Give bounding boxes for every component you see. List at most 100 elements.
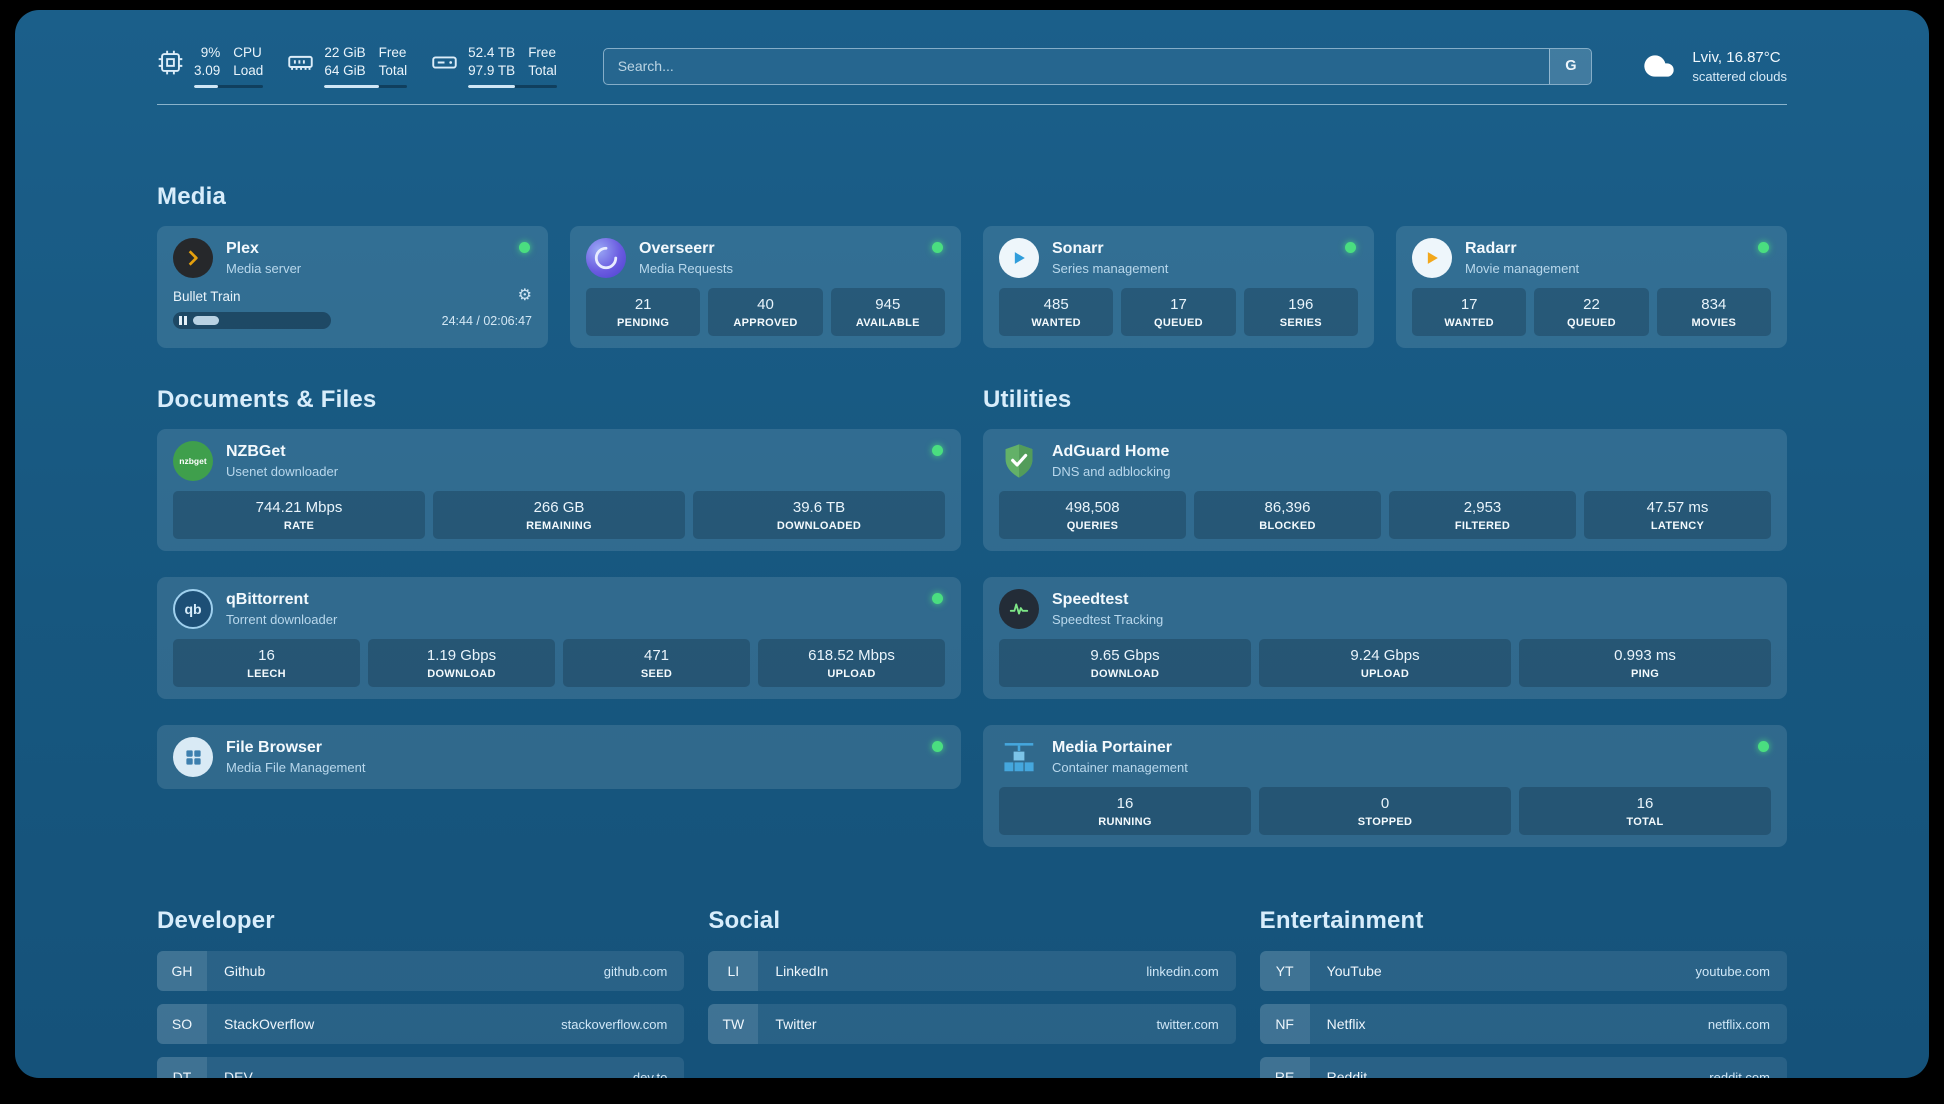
service-subtitle: Media Requests	[639, 261, 733, 277]
adguard-shield-icon	[999, 441, 1039, 481]
memory-total-value: 64 GiB	[324, 63, 366, 79]
adguard-title-block: AdGuard Home DNS and adblocking	[1052, 443, 1171, 479]
stat-label: TOTAL	[1626, 816, 1664, 829]
service-name: Sonarr	[1052, 240, 1104, 258]
bookmark-group-entertainment: Entertainment YT YouTube youtube.com NF …	[1259, 907, 1787, 1078]
bookmark-name: YouTube	[1326, 963, 1382, 980]
overseerr-card-header: Overseerr Media Requests	[586, 238, 945, 279]
service-subtitle: Series management	[1052, 261, 1169, 277]
nzbget-card-header: nzbget NZBGet Usenet downloader	[173, 441, 945, 482]
radarr-icon	[1412, 238, 1452, 279]
stat-value: 485	[1043, 296, 1069, 314]
stat-label: QUEUED	[1154, 317, 1203, 330]
status-online-dot	[932, 445, 943, 457]
filebrowser-icon	[173, 737, 213, 778]
stat-label: STOPPED	[1357, 816, 1413, 829]
bookmark-domain: twitter.com	[1156, 1016, 1219, 1032]
portainer-crane-icon	[999, 737, 1039, 777]
stat-value: 86,396	[1264, 499, 1311, 517]
cpu-load-label: Load	[233, 63, 264, 79]
stat-value: 22	[1583, 296, 1600, 314]
service-card-plex[interactable]: Plex Media server Bullet Train ⚙	[157, 226, 548, 349]
bookmark-name: Reddit	[1326, 1069, 1368, 1078]
stat-value: 16	[1116, 795, 1134, 813]
portainer-title-block: Media Portainer Container management	[1052, 739, 1188, 775]
topbar: 9% 3.09 CPU Load	[157, 44, 1787, 89]
memory-values: 22 GiB 64 GiB	[324, 44, 365, 80]
bookmark-domain: reddit.com	[1709, 1069, 1770, 1078]
bookmark-github[interactable]: GH Github github.com	[157, 951, 685, 992]
service-card-adguard[interactable]: AdGuard Home DNS and adblocking 498,508 Q…	[983, 429, 1787, 552]
bookmark-domain: dev.to	[632, 1069, 668, 1078]
stat-value: 834	[1701, 296, 1727, 314]
service-name: Plex	[226, 240, 259, 258]
status-online-dot	[1758, 741, 1769, 753]
section-utilities: Utilities AdGuard Home DNS and adblockin…	[983, 386, 1787, 848]
stat-tile: 618.52 Mbps UPLOAD	[758, 639, 945, 688]
stat-label: UPLOAD	[1360, 668, 1410, 681]
bookmark-stackoverflow[interactable]: SO StackOverflow stackoverflow.com	[157, 1004, 685, 1045]
disk-labels: Free Total	[528, 44, 557, 80]
stat-value: 16	[258, 647, 275, 665]
plex-now-playing-widget: Bullet Train ⚙ 24:44 / 02:06:47	[173, 287, 532, 330]
service-card-radarr[interactable]: Radarr Movie management 17 WANTED 22 QUEUE…	[1396, 226, 1787, 349]
qbittorrent-icon-label: qb	[184, 601, 202, 618]
search-input[interactable]	[603, 48, 1550, 84]
qbittorrent-stats: 16 LEECH 1.19 Gbps DOWNLOAD 471 SEED 618.52…	[173, 639, 945, 688]
stat-label: RUNNING	[1098, 816, 1152, 829]
service-card-speedtest[interactable]: Speedtest Speedtest Tracking 9.65 Gbps DO…	[983, 577, 1787, 700]
stat-label: PENDING	[617, 317, 670, 330]
service-card-sonarr[interactable]: Sonarr Series management 485 WANTED 17 QUE…	[983, 226, 1374, 349]
service-card-filebrowser[interactable]: File Browser Media File Management	[157, 725, 961, 790]
stat-tile: 21 PENDING	[586, 288, 701, 337]
bookmark-netflix[interactable]: NF Netflix netflix.com	[1259, 1004, 1787, 1045]
filebrowser-title-block: File Browser Media File Management	[226, 739, 365, 775]
ram-icon	[288, 55, 314, 70]
pause-icon[interactable]	[179, 316, 187, 326]
nzbget-icon-label: nzbget	[179, 456, 207, 467]
service-card-nzbget[interactable]: nzbget NZBGet Usenet downloader 744.21 M…	[157, 429, 961, 552]
stat-label: SEED	[640, 668, 673, 681]
stat-tile: 9.24 Gbps UPLOAD	[1259, 639, 1511, 688]
service-subtitle: Container management	[1052, 760, 1188, 776]
section-title-entertainment: Entertainment	[1259, 907, 1424, 935]
gear-icon[interactable]: ⚙	[517, 287, 532, 305]
stat-tile: 945 AVAILABLE	[830, 288, 945, 337]
stat-value: 21	[634, 296, 652, 314]
stat-label: FILTERED	[1454, 520, 1511, 533]
stat-label: LEECH	[247, 668, 286, 681]
portainer-stats: 16 RUNNING 0 STOPPED 16 TOTAL	[999, 787, 1771, 836]
bookmark-linkedin[interactable]: LI LinkedIn linkedin.com	[708, 951, 1236, 992]
stat-label: LATENCY	[1650, 520, 1705, 533]
bookmark-abbr: RE	[1259, 1057, 1310, 1078]
stat-tile: 498,508 QUERIES	[999, 491, 1186, 540]
qbittorrent-title-block: qBittorrent Torrent downloader	[226, 591, 337, 627]
bookmark-dev[interactable]: DT DEV dev.to	[157, 1057, 685, 1078]
section-title-documents: Documents & Files	[157, 386, 377, 414]
bookmark-youtube[interactable]: YT YouTube youtube.com	[1259, 951, 1787, 992]
stat-value: 618.52 Mbps	[808, 647, 895, 665]
section-title-developer: Developer	[157, 907, 275, 935]
service-card-qbittorrent[interactable]: qb qBittorrent Torrent downloader 16 LEEC…	[157, 577, 961, 700]
adguard-stats: 498,508 QUERIES 86,396 BLOCKED 2,953 FILTER…	[999, 491, 1771, 540]
bookmark-abbr: LI	[708, 951, 759, 992]
service-name: Radarr	[1465, 240, 1517, 258]
service-subtitle: Media File Management	[226, 760, 366, 776]
cpu-usage-label: CPU	[233, 45, 262, 60]
bookmark-domain: netflix.com	[1707, 1016, 1770, 1032]
plex-icon	[173, 238, 213, 279]
stat-value: 744.21 Mbps	[255, 499, 343, 517]
nzbget-icon: nzbget	[173, 441, 213, 482]
stat-tile: 744.21 Mbps RATE	[173, 491, 425, 540]
cpu-progress-bar	[194, 85, 264, 89]
bookmark-name: Twitter	[775, 1016, 817, 1033]
stat-tile: 485 WANTED	[999, 288, 1114, 337]
bookmark-name: StackOverflow	[224, 1016, 315, 1033]
stat-label: DOWNLOAD	[427, 668, 496, 681]
playback-progress-bar[interactable]	[173, 312, 331, 330]
service-card-overseerr[interactable]: Overseerr Media Requests 21 PENDING 40 APP…	[570, 226, 961, 349]
search-engine-button[interactable]: G	[1549, 48, 1592, 84]
bookmark-reddit[interactable]: RE Reddit reddit.com	[1259, 1057, 1787, 1078]
bookmark-twitter[interactable]: TW Twitter twitter.com	[708, 1004, 1236, 1045]
service-card-portainer[interactable]: Media Portainer Container management 16 R…	[983, 725, 1787, 848]
